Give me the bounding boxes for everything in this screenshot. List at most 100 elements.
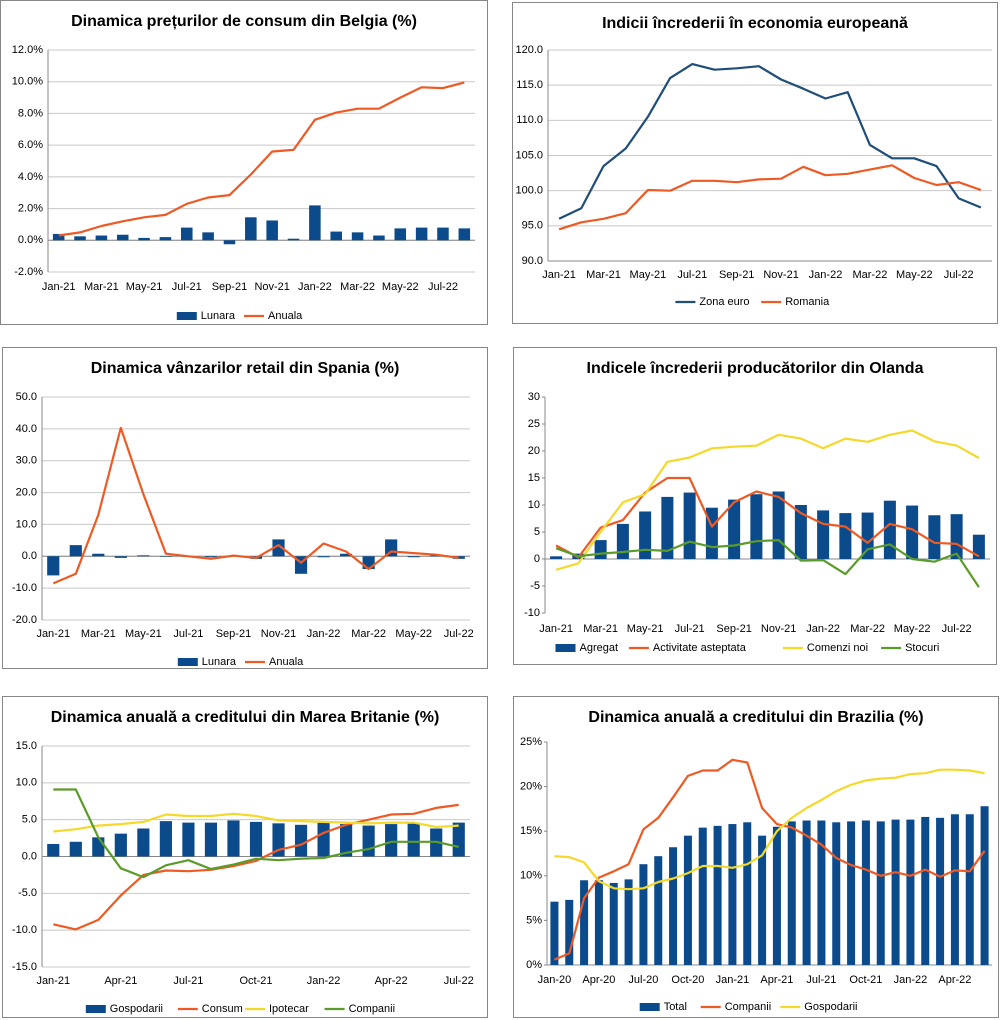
legend-label: Comenzi noi <box>807 642 868 654</box>
chart-title: Dinamica vânzarilor retail din Spania (%… <box>91 360 400 377</box>
bar <box>936 817 945 965</box>
bar <box>69 545 82 557</box>
y-tick-label: 40.0 <box>16 423 37 435</box>
x-tick-label: Nov-21 <box>761 623 796 635</box>
bar <box>698 827 707 965</box>
x-tick-label: Jul-21 <box>172 281 202 293</box>
bar <box>204 822 218 857</box>
x-tick-label: Jan-21 <box>716 974 750 986</box>
y-tick-label: 20 <box>528 445 540 457</box>
bar <box>950 514 963 559</box>
bar <box>159 237 172 241</box>
legend-swatch <box>555 644 576 652</box>
bar <box>661 496 674 559</box>
bar <box>294 824 308 857</box>
line-series <box>53 812 459 833</box>
y-tick-label: 20% <box>520 781 542 793</box>
x-tick-label: Jul-21 <box>806 974 836 986</box>
y-tick-label: 10% <box>520 870 542 882</box>
bar <box>906 819 915 965</box>
x-tick-label: Jul-21 <box>675 623 705 635</box>
bar <box>861 820 870 965</box>
bar <box>965 814 974 965</box>
y-tick-label: 10 <box>528 499 540 511</box>
x-tick-label: Oct-21 <box>239 975 272 987</box>
x-tick-label: Oct-21 <box>849 974 882 986</box>
bar <box>713 825 722 965</box>
bar <box>159 821 172 857</box>
x-tick-label: Apr-22 <box>375 975 408 987</box>
bar <box>362 825 375 857</box>
bar <box>245 217 257 241</box>
bar <box>317 822 330 857</box>
bar <box>817 820 826 965</box>
bar <box>928 515 941 559</box>
y-tick-label: 12.0% <box>12 44 43 56</box>
bar <box>847 821 856 965</box>
y-tick-label: 10.0 <box>16 777 37 789</box>
y-tick-label: -10.0 <box>12 582 37 594</box>
y-tick-label: 8.0% <box>18 107 43 119</box>
bar <box>182 822 195 857</box>
legend-label: Romania <box>785 296 830 308</box>
bar <box>550 556 563 559</box>
legend-label: Gospodarii <box>110 1003 163 1015</box>
x-tick-label: Jan-21 <box>42 281 76 293</box>
x-tick-label: May-22 <box>894 623 931 635</box>
x-tick-label: Jan-22 <box>806 623 840 635</box>
bar <box>728 499 741 559</box>
legend-label: Companii <box>725 1001 771 1013</box>
bar <box>340 553 353 557</box>
bar <box>639 864 648 965</box>
x-tick-label: Mar-22 <box>852 269 887 281</box>
x-tick-label: Jul-21 <box>677 269 707 281</box>
bar <box>550 901 559 965</box>
x-tick-label: Jan-22 <box>894 974 928 986</box>
x-tick-label: Jul-21 <box>173 628 203 640</box>
bar <box>906 505 919 559</box>
bar <box>266 220 278 241</box>
x-tick-label: Nov-21 <box>254 281 289 293</box>
bar <box>92 837 105 857</box>
x-tick-label: Jul-22 <box>944 269 974 281</box>
y-tick-label: 2.0% <box>18 202 43 214</box>
bar <box>394 228 407 241</box>
y-tick-label: 5.0 <box>22 814 37 826</box>
bar <box>114 556 127 558</box>
legend-label: Gospodarii <box>804 1001 857 1013</box>
bar <box>683 835 692 965</box>
x-tick-label: Jul-20 <box>628 974 658 986</box>
x-tick-label: Sep-21 <box>212 281 247 293</box>
bar <box>415 227 428 241</box>
legend-label: Agregat <box>580 642 619 654</box>
panel <box>2 347 488 669</box>
x-tick-label: Mar-21 <box>586 269 621 281</box>
x-tick-label: May-21 <box>627 623 664 635</box>
bar <box>980 806 989 965</box>
legend-swatch <box>177 658 198 666</box>
bar <box>624 879 633 965</box>
legend-label: Anuala <box>268 310 303 322</box>
legend-label: Companii <box>349 1003 395 1015</box>
line-series <box>558 164 982 231</box>
y-tick-label: 50.0 <box>16 391 37 403</box>
bar <box>52 233 65 241</box>
bar <box>340 824 353 857</box>
line-series <box>555 539 980 588</box>
bar <box>750 494 763 559</box>
y-tick-label: -15.0 <box>12 961 37 973</box>
line-series <box>555 429 980 571</box>
bar <box>287 238 300 241</box>
y-tick-label: 30.0 <box>16 455 37 467</box>
y-tick-label: 105.0 <box>515 149 543 161</box>
line-series <box>558 62 982 220</box>
bar <box>743 822 752 965</box>
bar <box>452 822 465 857</box>
x-tick-label: Jan-20 <box>538 974 572 986</box>
line-series <box>53 803 459 931</box>
x-tick-label: Apr-22 <box>938 974 971 986</box>
legend-label: Lunara <box>201 310 236 322</box>
y-tick-label: 25% <box>520 736 542 748</box>
bar <box>137 555 150 557</box>
